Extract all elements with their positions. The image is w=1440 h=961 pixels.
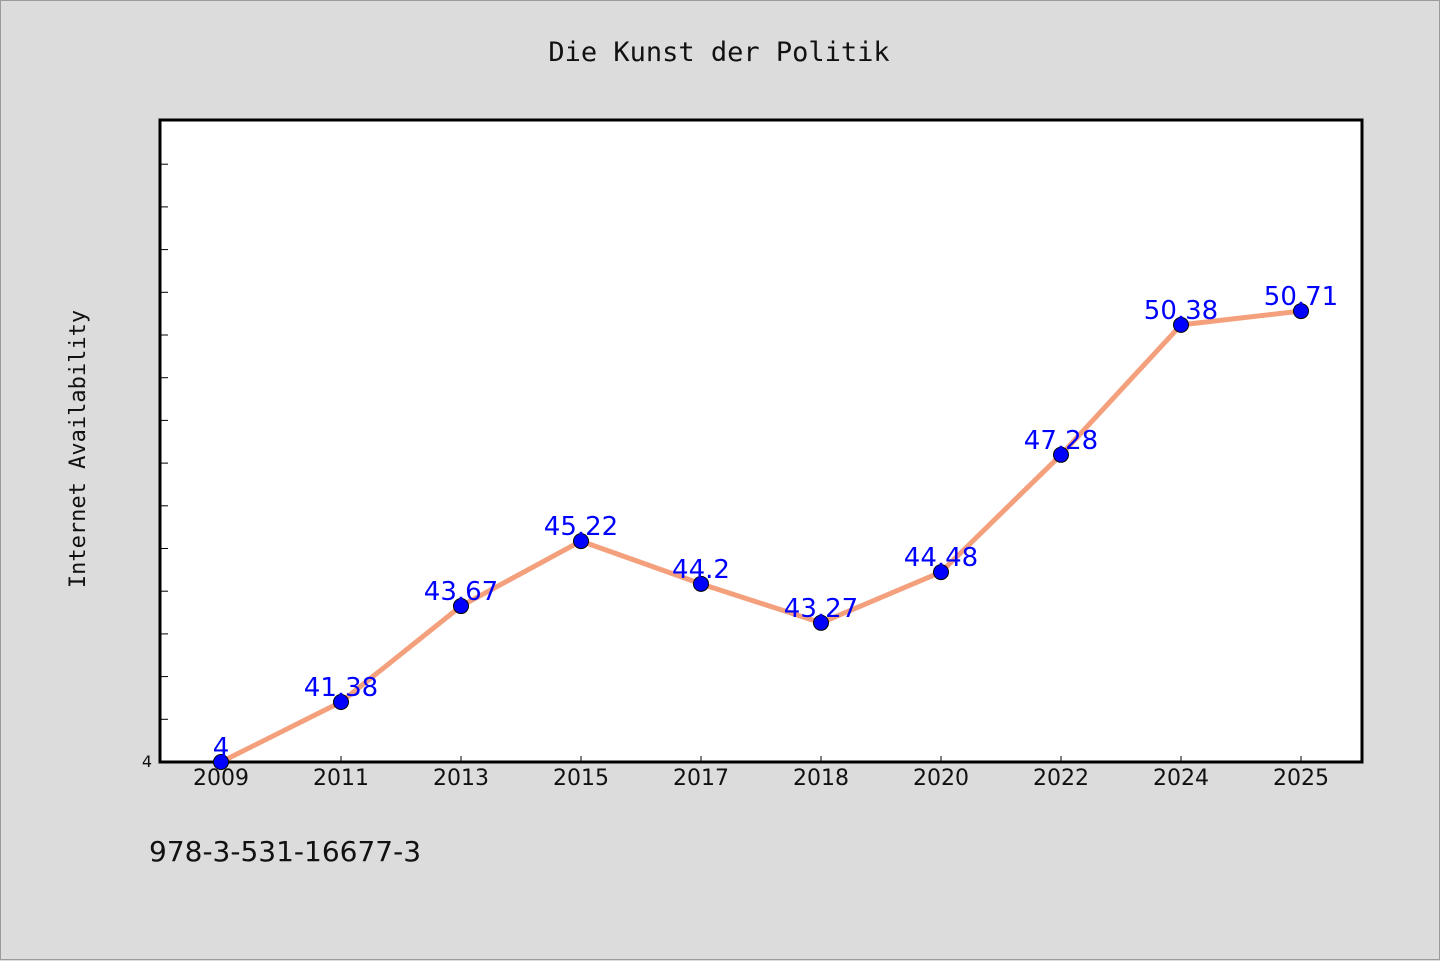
data-label: 44.2	[672, 555, 730, 585]
data-label: 44.48	[904, 543, 978, 573]
x-tick-label: 2015	[553, 766, 609, 791]
x-tick-label: 2018	[793, 766, 849, 791]
series-markers	[213, 303, 1309, 770]
data-point	[1173, 316, 1189, 333]
series-lines	[218, 308, 1304, 765]
data-labels: 4 41.38 43.67 45.22 44.2 43.27 44.48 47.28 50.38…	[213, 282, 1338, 763]
footer-code: 978-3-531-16677-3	[149, 835, 422, 868]
x-tick-label: 2013	[433, 766, 489, 791]
data-label: 47.28	[1024, 426, 1098, 456]
data-label: 43.27	[784, 594, 858, 624]
data-label: 41.38	[304, 673, 378, 703]
chart-title: Die Kunst der Politik	[548, 37, 889, 68]
data-point	[693, 575, 709, 592]
plot-area	[158, 118, 1364, 764]
x-tick-label: 2017	[673, 766, 729, 791]
x-tick-label: 2020	[913, 766, 969, 791]
data-label: 4	[213, 733, 230, 763]
y-axis-label: Internet Availability	[66, 310, 91, 588]
data-point	[933, 564, 949, 581]
data-point	[573, 533, 589, 550]
x-tick-label: 2009	[193, 766, 249, 791]
data-label: 45.22	[544, 512, 618, 542]
data-point	[1293, 303, 1309, 320]
data-point	[813, 614, 829, 631]
data-label: 50.71	[1264, 282, 1338, 312]
x-tick-label: 2011	[313, 766, 369, 791]
x-axis-ticks: 2009 2011 2013 2015 2017 2018 2020 2022 2024 2025	[193, 756, 1329, 791]
data-label: 43.67	[424, 577, 498, 607]
series-line	[218, 308, 1304, 765]
data-label: 50.38	[1144, 296, 1218, 326]
x-tick-label: 2024	[1153, 766, 1209, 791]
y-tick-label: 4	[142, 752, 152, 771]
data-point	[213, 754, 229, 770]
data-point	[333, 694, 349, 710]
x-tick-label: 2025	[1273, 766, 1329, 791]
x-tick-label: 2022	[1033, 766, 1089, 791]
data-point	[453, 598, 469, 615]
data-point	[1053, 446, 1069, 463]
y-axis-ticks: 4	[142, 163, 168, 771]
